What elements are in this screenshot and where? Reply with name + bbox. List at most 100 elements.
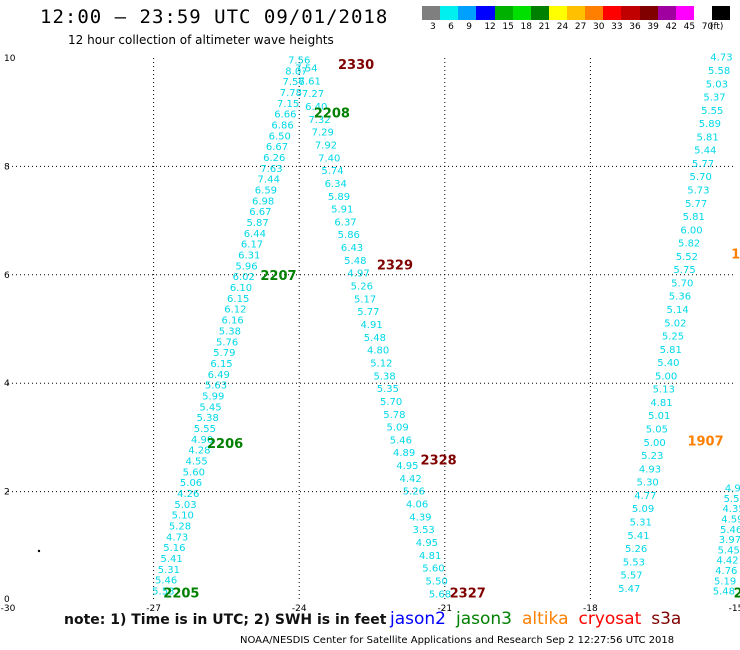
wave-height-value: 5.99 [202,391,224,402]
x-tick-label: -27 [146,604,161,614]
wave-height-value: 6.31 [238,251,260,262]
wave-height-value: 5.26 [351,282,373,293]
wave-height-value: 6.98 [252,196,274,207]
wave-height-value: 6.67 [266,142,288,153]
wave-height-value: 4.95 [396,461,418,472]
wave-height-value: 6.40 [305,102,327,113]
wave-height-value: 5.75 [673,265,695,276]
wave-height-value: 4.55 [185,457,207,468]
color-scale-label: 24 [556,22,569,32]
wave-height-value: 5.57 [620,571,642,582]
color-swatch [639,6,658,20]
wave-height-value: 7.15 [277,99,299,110]
wave-height-value: 6.43 [341,243,363,254]
color-scale-label: 39 [647,22,659,32]
pass-label: 2205 [163,586,199,601]
wave-height-value: 4.80 [367,346,389,357]
wave-height-value: 7.27 [302,89,324,100]
wave-height-value: 5.41 [627,531,649,542]
note-text: note: 1) Time is in UTC; 2) SWH is in fe… [64,612,387,628]
wave-height-value: 5.50 [724,494,740,505]
wave-height-value: 4.59 [721,514,740,525]
wave-height-value: 4.42 [400,474,422,485]
y-tick-label: 10 [4,54,16,64]
wave-height-value: 5.45 [718,545,740,556]
wave-height-value: 7.29 [312,128,334,139]
wave-height-value: 7.32 [308,115,330,126]
x-tick-label: -24 [292,604,307,614]
wave-height-value: 4.91 [360,320,382,331]
wave-height-value: 5.63 [205,381,227,392]
wave-height-value: 5.03 [706,79,728,90]
wave-height-value: 5.79 [213,348,235,359]
wave-height-value: 7.40 [318,153,340,164]
wave-height-value: 5.35 [377,384,399,395]
wave-height-value: 6.00 [680,225,702,236]
track-t2330: 7.547.61 7.27 6.40 7.32 7.297.92 7.40 5.74 6.34… [295,64,451,601]
wave-height-value: 6.67 [249,207,271,218]
color-swatch [494,6,513,20]
color-swatch [657,6,676,20]
wave-height-value: 5.46 [390,435,412,446]
pass-label: 2 [734,586,740,601]
color-scale-label: 33 [611,22,623,32]
wave-height-value: 5.13 [653,385,675,396]
wave-height-value: 7.92 [315,140,337,151]
wave-height-value: 5.60 [422,564,444,575]
wave-height-value: 4.73 [166,532,188,543]
map-axes: -30 -27 -24 -21 -18 -15 0 2 4 6 8 10 [1,54,740,614]
wave-height-value: 6.86 [271,120,293,131]
wave-height-value: 4.93 [639,464,661,475]
color-swatch [693,6,712,20]
wave-height-value: 5.31 [158,565,180,576]
color-swatch [530,6,549,20]
wave-height-value: 5.03 [174,500,196,511]
y-tick-label: 6 [4,271,10,281]
wave-height-value: 7.56 [288,55,310,66]
color-scale-label: 6 [448,22,454,32]
wave-height-value: 5.82 [678,239,700,250]
wave-height-value: 5.78 [383,410,405,421]
wave-height-value: 6.59 [255,186,277,197]
wave-height-value: 5.14 [667,305,689,316]
wave-height-value: 4.89 [393,448,415,459]
wave-height-value: 5.81 [683,212,705,223]
wave-height-value: 5.53 [152,587,174,598]
wave-height-value: 6.16 [222,316,244,327]
wave-height-value: 5.09 [386,423,408,434]
wave-height-value: 5.48 [713,587,735,598]
wave-height-value: 6.15 [227,294,249,305]
wave-height-value: 6.26 [263,153,285,164]
color-scale-label: 27 [574,22,587,32]
wave-height-value: 5.05 [646,425,668,436]
x-tick-label: -21 [437,604,452,614]
wave-height-value: 5.26 [625,544,647,555]
wave-height-value: 5.16 [163,543,185,554]
x-tick-label: -30 [1,604,16,614]
wave-height-value: 5.00 [655,371,677,382]
wave-height-value: 6.34 [325,179,347,190]
wave-height-value: 5.48 [364,333,386,344]
wave-height-value: 5.87 [246,218,268,229]
wave-height-value: 5.00 [643,438,665,449]
wave-height-value: 5.36 [669,292,691,303]
color-scale-labels: 3 6 9 12 15 18 21 24 27 30 33 36 39 42 45 70 (ft) [422,22,740,34]
legend-item-cryosat: cryosat [578,609,642,629]
color-swatch [512,6,531,20]
color-scale-label: 42 [665,22,677,32]
wave-height-value: 5.41 [160,554,182,565]
pass-label: 2329 [377,258,413,273]
wave-height-value: 4.81 [419,551,441,562]
pass-label: 2206 [207,437,243,452]
color-scale-label: 70 [701,22,714,32]
wave-height-value: 4.96 [725,484,740,495]
wave-height-value: 6.44 [244,229,266,240]
color-scale-label: 45 [683,22,696,32]
color-scale-label: 3 [429,22,436,32]
wave-height-value: 5.50 [426,576,448,587]
wave-height-value: 5.76 [216,337,238,348]
x-tick-label: -15 [729,604,740,614]
wave-height-value: 4.06 [406,500,428,511]
wave-height-value: 5.58 [708,66,730,77]
